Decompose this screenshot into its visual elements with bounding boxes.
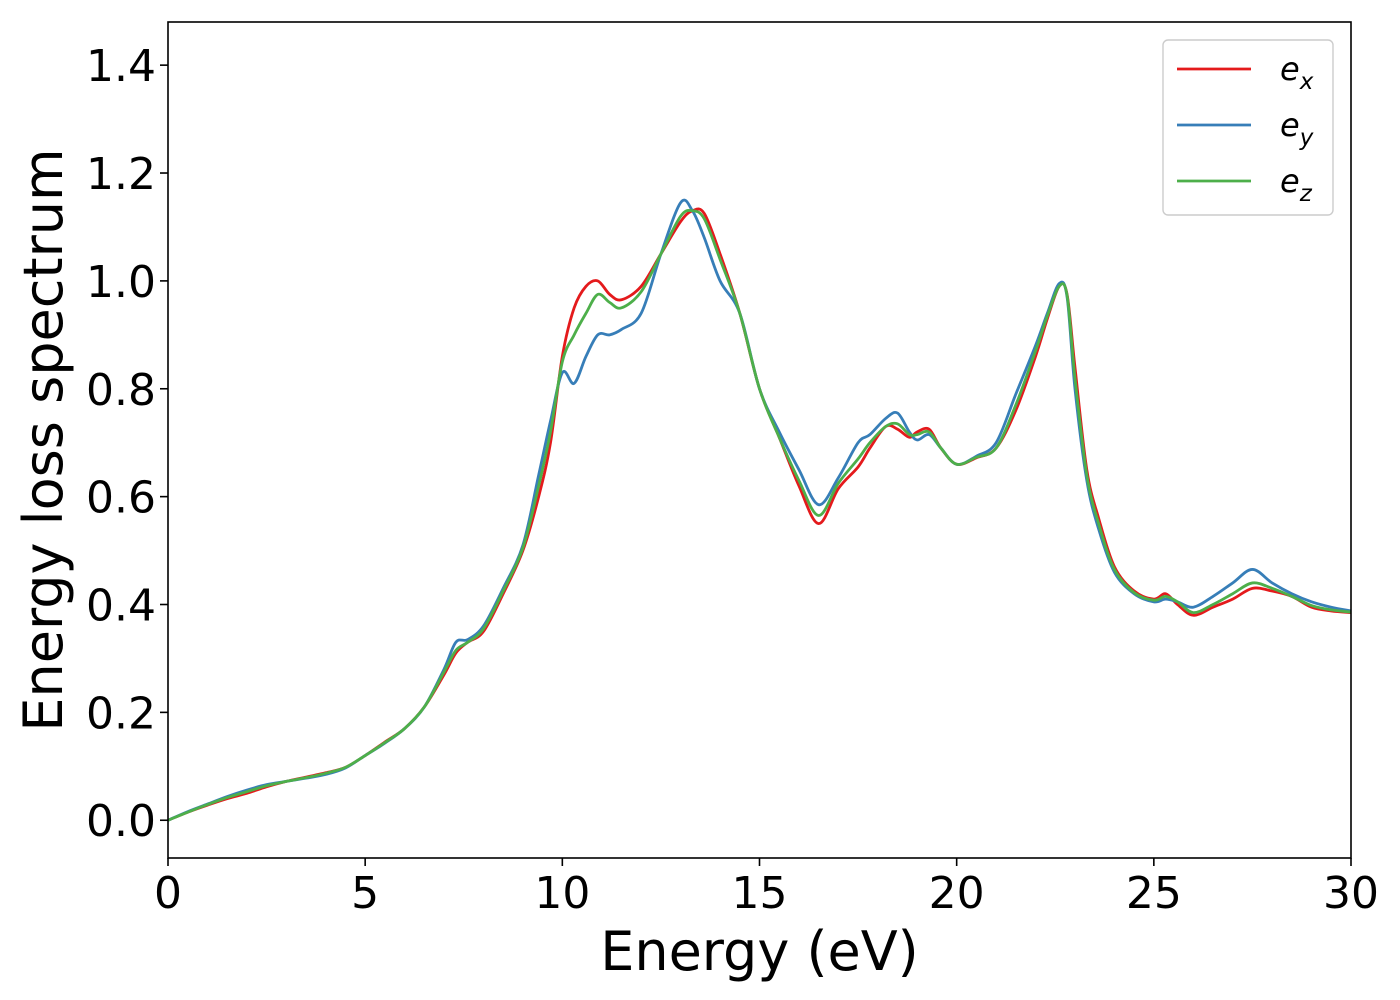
- legend: ex ey ez: [1162, 39, 1334, 216]
- y-tick-label: 0.4: [86, 581, 156, 632]
- y-tick-label: 1.2: [86, 149, 156, 200]
- y-tick-label: 1.0: [86, 257, 156, 308]
- y-tick-label: 1.4: [86, 41, 156, 92]
- x-tick-label: 5: [351, 868, 379, 919]
- legend-label-x: ex: [1280, 50, 1314, 95]
- y-tick-label: 0.0: [86, 796, 156, 847]
- x-axis: 0 5 10 15 20 25 30: [154, 858, 1379, 919]
- series-line-z: [168, 208, 1351, 822]
- legend-box: [1162, 39, 1334, 216]
- y-axis-label: Energy loss spectrum: [12, 148, 75, 731]
- series-line-y: [168, 198, 1351, 822]
- x-tick-label: 15: [732, 868, 788, 919]
- x-tick-label: 20: [929, 868, 985, 919]
- y-axis: 0.0 0.2 0.4 0.6 0.8 1.0 1.2 1.4: [86, 41, 168, 847]
- x-tick-label: 30: [1323, 868, 1379, 919]
- y-tick-label: 0.2: [86, 688, 156, 739]
- x-tick-label: 10: [534, 868, 590, 919]
- y-tick-label: 0.6: [86, 473, 156, 524]
- x-axis-label: Energy (eV): [600, 920, 919, 983]
- x-tick-label: 0: [154, 868, 182, 919]
- legend-label-z: ez: [1280, 162, 1313, 207]
- legend-label-y: ey: [1280, 106, 1314, 151]
- series-line-x: [168, 207, 1351, 822]
- x-tick-label: 25: [1126, 868, 1182, 919]
- y-tick-label: 0.8: [86, 365, 156, 416]
- series-layer: [168, 198, 1351, 822]
